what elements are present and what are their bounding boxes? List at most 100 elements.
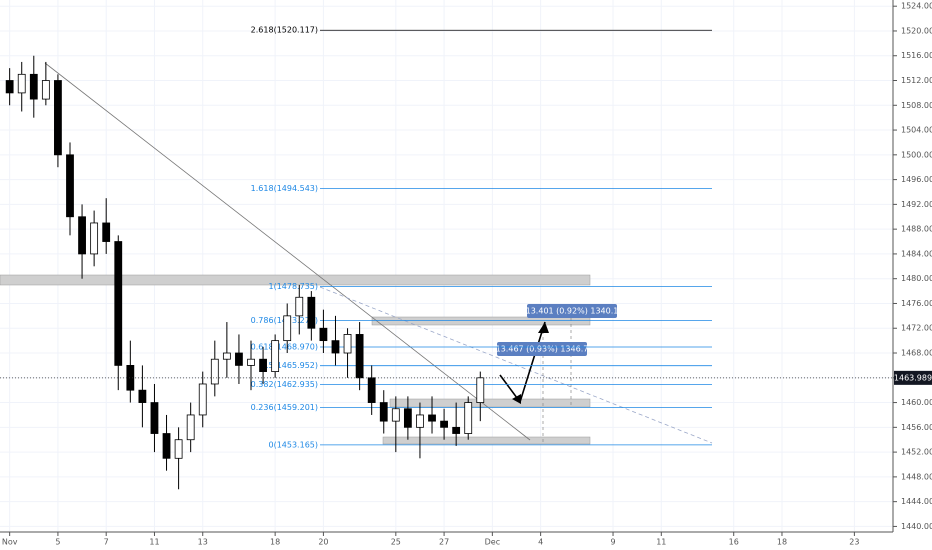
candle-body bbox=[222, 352, 231, 360]
y-tick-label: 1448.000 bbox=[901, 472, 932, 481]
y-tick-label: 1496.000 bbox=[901, 175, 932, 184]
candle-body bbox=[319, 327, 328, 342]
y-tick-label: 1444.000 bbox=[901, 497, 932, 506]
last-price-label: 1463.989 bbox=[894, 373, 932, 382]
y-tick-label: 1440.000 bbox=[901, 522, 932, 531]
fib-label: 2.618(1520.117) bbox=[251, 26, 318, 35]
candle-body bbox=[428, 414, 436, 422]
candle-body bbox=[150, 402, 159, 434]
zone bbox=[0, 274, 591, 286]
candle-body bbox=[307, 296, 316, 329]
last-price-box bbox=[894, 370, 932, 385]
fib-label: 1.618(1494.543) bbox=[251, 184, 318, 193]
zone bbox=[371, 316, 591, 326]
x-tick-label: 16 bbox=[729, 538, 739, 547]
candle-body bbox=[162, 433, 171, 459]
fib-label: 0.382(1462.935) bbox=[251, 380, 318, 389]
measure-box bbox=[527, 304, 617, 318]
candle-body bbox=[452, 426, 461, 434]
y-tick-label: 1500.000 bbox=[901, 150, 932, 159]
y-tick-label: 1508.000 bbox=[901, 101, 932, 110]
x-tick-label: 5 bbox=[55, 538, 60, 547]
x-tick-label: 13 bbox=[198, 538, 208, 547]
zone bbox=[382, 436, 591, 445]
candle-body bbox=[464, 402, 473, 434]
candle-body bbox=[476, 377, 485, 403]
candle-body bbox=[283, 315, 292, 342]
x-tick-label: Nov bbox=[2, 538, 18, 547]
candle-body bbox=[102, 222, 111, 242]
y-tick-label: 1476.000 bbox=[901, 299, 932, 308]
arrow-head bbox=[512, 394, 521, 404]
candle-body bbox=[391, 408, 400, 422]
candle-body bbox=[295, 296, 304, 317]
fib-label: 0.236(1459.201) bbox=[251, 403, 318, 412]
fib-label: 1(1478.735) bbox=[268, 282, 318, 291]
candle-body bbox=[66, 154, 74, 218]
candle-body bbox=[90, 222, 99, 255]
candle-body bbox=[186, 414, 195, 441]
candle-body bbox=[343, 334, 352, 354]
y-tick-label: 1504.000 bbox=[901, 126, 932, 135]
fib-label: 0.618(1468.970) bbox=[251, 343, 318, 352]
candle-body bbox=[271, 340, 280, 372]
candle-body bbox=[174, 439, 183, 459]
candle-body bbox=[198, 383, 207, 416]
candles bbox=[5, 55, 485, 490]
measure-label: 13.467 (0.93%) 1346.7 bbox=[496, 345, 589, 354]
y-tick-label: 1484.000 bbox=[901, 249, 932, 258]
candle-body bbox=[247, 358, 255, 366]
y-tick-label: 1520.000 bbox=[901, 26, 932, 35]
candle-body bbox=[416, 414, 424, 428]
y-tick-label: 1512.000 bbox=[901, 76, 932, 85]
grid-layer bbox=[0, 0, 893, 532]
x-tick-label: 18 bbox=[270, 538, 280, 547]
candle-body bbox=[379, 402, 388, 422]
x-tick-label: 25 bbox=[391, 538, 401, 547]
y-tick-label: 1516.000 bbox=[901, 51, 932, 60]
fib-label: 0(1453.165) bbox=[268, 440, 318, 449]
y-tick-label: 1468.000 bbox=[901, 349, 932, 358]
candle-body bbox=[331, 340, 340, 354]
y-tick-label: 1524.000 bbox=[901, 2, 932, 11]
candle-body bbox=[17, 73, 26, 94]
measure-label: 13.401 (0.92%) 1340.1 bbox=[526, 307, 619, 316]
candle-body bbox=[440, 420, 448, 428]
arrow-head bbox=[538, 322, 549, 333]
candle-body bbox=[41, 80, 50, 100]
measure-box bbox=[497, 342, 587, 356]
trend-line bbox=[44, 62, 531, 441]
candle-body bbox=[235, 352, 243, 366]
x-tick-label: 11 bbox=[656, 538, 666, 547]
x-tick-label: 20 bbox=[318, 538, 328, 547]
candle-body bbox=[403, 408, 412, 428]
candle-body bbox=[138, 389, 147, 403]
x-tick-label: 11 bbox=[149, 538, 159, 547]
candle-body bbox=[29, 73, 38, 100]
candle-body bbox=[210, 358, 219, 385]
candle-body bbox=[78, 216, 86, 255]
fib-label: 0.5(1465.952) bbox=[261, 361, 318, 370]
x-tick-label: 27 bbox=[439, 538, 449, 547]
y-tick-label: 1488.000 bbox=[901, 225, 932, 234]
x-tick-label: 23 bbox=[849, 538, 859, 547]
x-tick-label: 7 bbox=[104, 538, 109, 547]
candle-body bbox=[355, 334, 364, 379]
trend-line bbox=[319, 286, 713, 444]
x-tick-label: Dec bbox=[485, 538, 500, 547]
candle-body bbox=[367, 377, 376, 403]
candle-body bbox=[54, 80, 62, 156]
candle-body bbox=[259, 358, 267, 372]
zone bbox=[389, 398, 591, 408]
x-tick-label: 18 bbox=[777, 538, 787, 547]
x-tick-label: 9 bbox=[610, 538, 615, 547]
y-tick-label: 1480.000 bbox=[901, 274, 932, 283]
y-tick-label: 1492.000 bbox=[901, 200, 932, 209]
y-tick-label: 1456.000 bbox=[901, 423, 932, 432]
x-tick-label: 4 bbox=[538, 538, 543, 547]
y-tick-label: 1472.000 bbox=[901, 324, 932, 333]
y-tick-label: 1452.000 bbox=[901, 448, 932, 457]
y-tick-label: 1460.000 bbox=[901, 398, 932, 407]
candle-body bbox=[5, 80, 14, 94]
